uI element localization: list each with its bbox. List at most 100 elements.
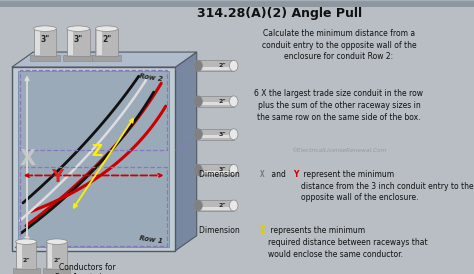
Bar (0, 2, 474, 5)
Bar (0, 2, 474, 5)
Ellipse shape (16, 239, 36, 244)
Ellipse shape (229, 129, 238, 140)
Bar (0, 1, 474, 4)
Bar (0, 2, 474, 4)
Bar (0, 2, 474, 5)
Text: 2": 2" (219, 203, 227, 208)
Bar (0, 2, 474, 5)
Bar (0, 3, 474, 5)
Bar (200, 67, 233, 70)
Bar (0, 1, 474, 4)
Polygon shape (175, 52, 197, 251)
Bar (0, 1, 474, 4)
Bar (0, 2, 474, 5)
Text: Calculate the minimum distance from a
conduit entry to the opposite wall of the
: Calculate the minimum distance from a co… (262, 29, 416, 61)
Ellipse shape (229, 96, 238, 107)
Bar (200, 135, 233, 138)
Bar (0, 1, 474, 4)
Bar (0, 2, 474, 4)
Text: Dimension: Dimension (199, 226, 242, 235)
Bar (0, 0, 474, 3)
Bar (200, 171, 233, 174)
Bar (0, 2, 474, 5)
Bar (43, 268, 71, 274)
Bar (0, 0, 474, 3)
Bar (0, 1, 474, 4)
Bar (0, 1, 474, 4)
Text: 3": 3" (219, 132, 227, 137)
Bar (16, 242, 36, 269)
Bar (198, 200, 234, 211)
Bar (198, 96, 234, 107)
Text: Y: Y (293, 170, 298, 179)
Bar (0, 2, 474, 5)
Ellipse shape (229, 60, 238, 71)
Bar (0, 2, 474, 5)
Ellipse shape (194, 200, 202, 211)
Bar (48, 242, 53, 268)
Bar (200, 102, 233, 105)
Ellipse shape (194, 164, 202, 175)
Text: Row 2: Row 2 (139, 73, 164, 82)
Bar (0, 0, 474, 3)
Bar (0, 3, 474, 5)
Bar (0, 1, 474, 4)
Bar (92, 55, 121, 61)
Text: Row 1: Row 1 (139, 235, 164, 244)
Bar (0, 0, 474, 3)
Bar (34, 29, 56, 56)
Bar (0, 1, 474, 3)
Polygon shape (12, 52, 197, 67)
Bar (0, 1, 474, 4)
Text: ©ElectricalLicenseRenewal.Com: ©ElectricalLicenseRenewal.Com (291, 148, 387, 153)
Bar (0, 0, 474, 3)
Bar (0, 1, 474, 4)
Text: 3": 3" (73, 35, 83, 44)
Ellipse shape (16, 245, 36, 250)
Bar (0, 1, 474, 4)
Bar (0, 2, 474, 4)
Bar (0, 1, 474, 4)
Bar (67, 29, 90, 56)
Text: Z: Z (91, 144, 102, 159)
Bar (0, 1, 474, 4)
Bar (0, 2, 474, 5)
Ellipse shape (194, 60, 202, 71)
Bar (0, 3, 474, 5)
Bar (0, 1, 474, 4)
Bar (95, 29, 118, 56)
Bar (0, 1, 474, 3)
Bar (97, 29, 102, 55)
Bar (0, 2, 474, 5)
Bar (0, 2, 474, 5)
Bar (0, 2, 474, 4)
Bar (0, 2, 474, 5)
Bar (17, 242, 22, 268)
Bar (0, 2, 474, 4)
Text: 2": 2" (53, 258, 61, 263)
Ellipse shape (34, 26, 56, 32)
Bar (198, 129, 234, 140)
Bar (0, 1, 474, 4)
Text: and: and (269, 170, 289, 179)
Bar (20, 70, 167, 150)
Bar (0, 0, 474, 3)
Bar (0, 1, 474, 4)
Bar (0, 0, 474, 3)
Bar (46, 242, 67, 269)
Bar (0, 1, 474, 3)
Bar (0, 1, 474, 4)
Bar (0, 2, 474, 5)
Bar (0, 1, 474, 3)
Bar (0, 1, 474, 3)
Bar (0, 1, 474, 3)
Bar (0, 2, 474, 5)
Bar (0, 0, 474, 3)
Bar (0, 2, 474, 5)
Bar (0, 0, 474, 3)
Text: X: X (260, 170, 264, 179)
Bar (0, 1, 474, 4)
Bar (200, 207, 233, 210)
Bar (0, 1, 474, 3)
Bar (18, 71, 169, 247)
